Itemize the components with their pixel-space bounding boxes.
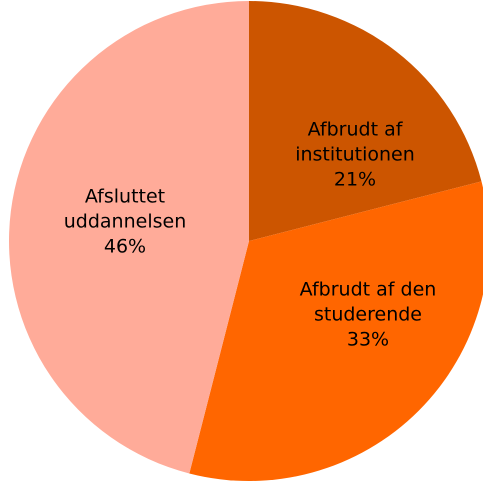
slice-label: Afbrudt af den studerende 33%: [273, 278, 463, 353]
category-label: Afbrudt af den studerende: [299, 278, 437, 326]
category-label: Afbrudt af institutionen: [295, 118, 415, 166]
value-label: 33%: [346, 328, 390, 351]
value-label: 46%: [103, 235, 147, 258]
slice-label: Afbrudt af institutionen 21%: [273, 118, 438, 193]
slice-label: Afsluttet uddannelsen 46%: [48, 185, 203, 260]
pie-slice: [189, 181, 483, 481]
pie-slice: [249, 1, 482, 241]
pie-slice: [8, 1, 250, 474]
category-label: Afsluttet uddannelsen: [63, 185, 187, 233]
value-label: 21%: [333, 168, 377, 191]
